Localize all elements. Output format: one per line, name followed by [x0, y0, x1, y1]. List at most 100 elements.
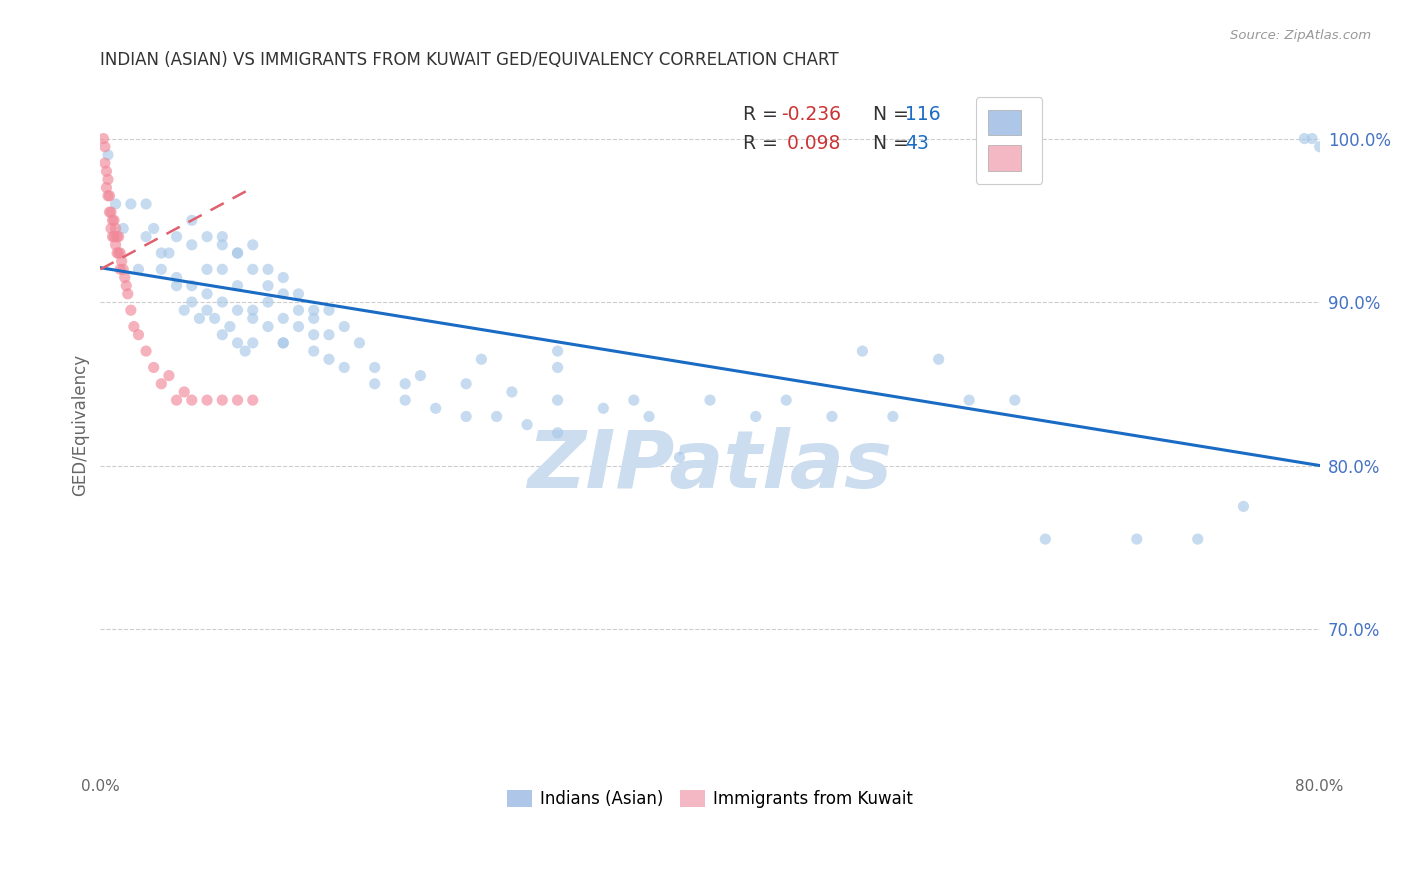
Point	[1187, 532, 1209, 546]
Point	[100, 205, 122, 219]
Point	[114, 270, 136, 285]
Point	[100, 221, 122, 235]
Point	[195, 229, 218, 244]
Point	[97, 172, 120, 186]
Text: N =: N =	[873, 134, 915, 153]
Point	[1126, 532, 1149, 546]
Point	[271, 270, 294, 285]
Point	[117, 286, 139, 301]
Point	[226, 246, 249, 260]
Point	[318, 303, 340, 318]
Text: INDIAN (ASIAN) VS IMMIGRANTS FROM KUWAIT GED/EQUIVALENCY CORRELATION CHART: INDIAN (ASIAN) VS IMMIGRANTS FROM KUWAIT…	[100, 51, 839, 69]
Point	[107, 229, 129, 244]
Point	[98, 188, 121, 202]
Point	[108, 262, 131, 277]
Point	[547, 360, 569, 375]
Point	[882, 409, 904, 424]
Point	[1033, 532, 1056, 546]
Point	[257, 319, 280, 334]
Point	[668, 450, 690, 465]
Point	[112, 221, 135, 235]
Text: 116: 116	[905, 104, 941, 124]
Point	[226, 246, 249, 260]
Point	[93, 131, 115, 145]
Point	[180, 237, 202, 252]
Point	[180, 278, 202, 293]
Point	[257, 295, 280, 310]
Point	[150, 376, 173, 391]
Point	[112, 262, 135, 277]
Point	[623, 393, 645, 408]
Point	[104, 221, 127, 235]
Point	[204, 311, 226, 326]
Point	[394, 393, 416, 408]
Point	[173, 303, 195, 318]
Point	[97, 188, 120, 202]
Point	[287, 319, 309, 334]
Point	[485, 409, 508, 424]
Point	[333, 360, 356, 375]
Point	[195, 262, 218, 277]
Point	[745, 409, 768, 424]
Point	[195, 393, 218, 408]
Point	[166, 270, 188, 285]
Point	[180, 393, 202, 408]
Text: 0.098: 0.098	[780, 134, 841, 153]
Point	[211, 327, 233, 342]
Point	[226, 393, 249, 408]
Point	[851, 344, 873, 359]
Point	[211, 393, 233, 408]
Point	[242, 237, 264, 252]
Point	[226, 278, 249, 293]
Point	[166, 393, 188, 408]
Text: R =: R =	[742, 104, 783, 124]
Point	[105, 246, 128, 260]
Point	[188, 311, 211, 326]
Point	[101, 229, 124, 244]
Point	[135, 197, 157, 211]
Point	[1301, 131, 1323, 145]
Legend: Indians (Asian), Immigrants from Kuwait: Indians (Asian), Immigrants from Kuwait	[501, 783, 920, 814]
Point	[1309, 140, 1331, 154]
Point	[157, 368, 180, 383]
Point	[363, 376, 385, 391]
Point	[122, 319, 145, 334]
Point	[302, 344, 325, 359]
Point	[150, 262, 173, 277]
Point	[287, 286, 309, 301]
Text: Source: ZipAtlas.com: Source: ZipAtlas.com	[1230, 29, 1371, 42]
Point	[96, 180, 118, 194]
Point	[271, 286, 294, 301]
Point	[101, 213, 124, 227]
Point	[302, 327, 325, 342]
Point	[142, 221, 165, 235]
Point	[349, 335, 371, 350]
Text: 43: 43	[905, 134, 929, 153]
Point	[775, 393, 797, 408]
Point	[211, 229, 233, 244]
Point	[127, 262, 149, 277]
Point	[287, 303, 309, 318]
Point	[302, 303, 325, 318]
Point	[271, 335, 294, 350]
Point	[195, 286, 218, 301]
Point	[180, 213, 202, 227]
Point	[157, 246, 180, 260]
Point	[318, 352, 340, 367]
Point	[103, 229, 125, 244]
Point	[111, 254, 134, 268]
Point	[166, 278, 188, 293]
Point	[180, 295, 202, 310]
Point	[1232, 500, 1254, 514]
Point	[195, 303, 218, 318]
Point	[470, 352, 492, 367]
Point	[211, 295, 233, 310]
Point	[233, 344, 256, 359]
Point	[394, 376, 416, 391]
Point	[211, 262, 233, 277]
Point	[98, 205, 121, 219]
Point	[150, 246, 173, 260]
Point	[115, 278, 138, 293]
Text: -0.236: -0.236	[780, 104, 841, 124]
Point	[226, 303, 249, 318]
